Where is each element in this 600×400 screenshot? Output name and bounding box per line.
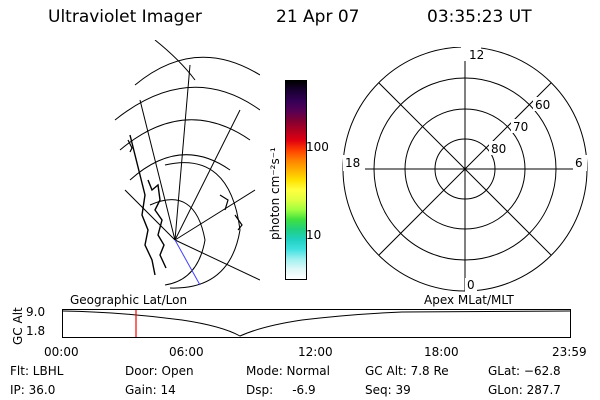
time-label: 03:35:23 UT	[427, 7, 532, 27]
info-mode: Mode: Normal	[246, 364, 330, 378]
info-gain: Gain: 14	[125, 383, 176, 397]
timeline-left-title: Geographic Lat/Lon	[70, 293, 188, 307]
timeline-right-title: Apex MLat/MLT	[424, 293, 514, 307]
lat-label-80: 80	[491, 142, 506, 156]
colorbar-tick-100: 100	[306, 140, 329, 154]
colorbar-unit-label: photon cm⁻²s⁻¹	[268, 147, 282, 240]
info-glon: GLon: 287.7	[488, 383, 561, 397]
map-meridian	[139, 99, 176, 241]
map-parallel	[134, 56, 260, 86]
mlt-label-18: 18	[345, 156, 360, 170]
date-label: 21 Apr 07	[276, 7, 360, 27]
geographic-map	[114, 40, 260, 289]
label-bg	[533, 97, 555, 111]
map-parallel	[149, 199, 206, 286]
map-parallel	[164, 162, 241, 289]
map-coastline	[129, 134, 156, 276]
label-bg	[489, 141, 511, 155]
map-meridian	[174, 239, 260, 281]
info-door: Door: Open	[125, 364, 194, 378]
map-meridian	[124, 189, 176, 241]
mlt-label-6: 6	[575, 156, 583, 170]
label-bg	[461, 47, 481, 61]
info-dsp: Dsp: -6.9	[246, 383, 316, 397]
info-flt: Flt: LBHL	[10, 364, 64, 378]
map-coastline	[127, 139, 133, 153]
map-coastline	[219, 194, 229, 211]
info-gcalt: GC Alt: 7.8 Re	[365, 364, 449, 378]
timeline-tick: 12:00	[298, 345, 333, 359]
map-meridian	[174, 64, 191, 241]
info-glat: GLat: −62.8	[488, 364, 561, 378]
map-track	[174, 239, 201, 286]
info-ip: IP: 36.0	[10, 383, 56, 397]
map-meridian	[174, 109, 241, 241]
colorbar-gradient	[286, 81, 306, 279]
timeline-ylabel: GC Alt	[11, 307, 25, 345]
label-bg	[343, 155, 365, 171]
timeline-frame	[62, 309, 571, 338]
map-parallel	[114, 86, 260, 121]
mlt-label-0: 0	[467, 278, 475, 292]
timeline-ymax: 9.0	[26, 305, 46, 319]
colorbar	[285, 80, 307, 280]
lat-label-60: 60	[535, 98, 550, 112]
lat-label-70: 70	[513, 120, 528, 134]
info-seq: Seq: 39	[365, 383, 411, 397]
timeline-tick: 18:00	[424, 345, 459, 359]
timeline-plot	[62, 309, 571, 338]
timeline-ymin: 1.8	[26, 324, 46, 338]
map-coastline	[234, 214, 243, 231]
timeline-tick: 06:00	[169, 345, 204, 359]
label-bg	[573, 155, 587, 171]
map-meridian	[174, 189, 256, 241]
label-bg	[465, 278, 477, 292]
instrument-title: Ultraviolet Imager	[48, 7, 202, 27]
polar-plot: 12 6 18 0 60 70 80	[342, 47, 588, 292]
mlt-label-12: 12	[469, 48, 484, 62]
polar-diagonal	[378, 82, 552, 256]
map-parallel	[154, 40, 196, 81]
map-parallel	[119, 119, 251, 151]
label-bg	[511, 119, 533, 133]
altitude-curve	[62, 310, 571, 337]
timeline-tick: 00:00	[44, 345, 79, 359]
colorbar-tick-10: 10	[306, 228, 322, 242]
map-parallel	[129, 154, 231, 181]
timeline-tick: 23:59	[552, 345, 587, 359]
map-coastline	[147, 179, 167, 269]
